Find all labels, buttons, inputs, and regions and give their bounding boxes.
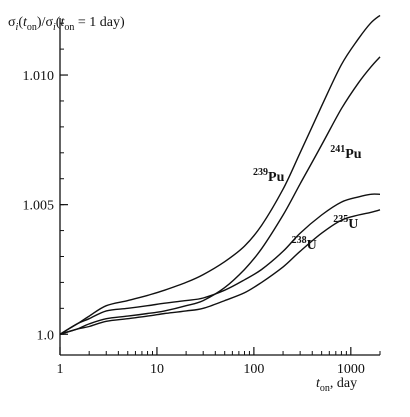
series-label-235u: 235U bbox=[333, 214, 358, 232]
series-line-238u bbox=[59, 209, 381, 335]
y-tick-label: 1.0 bbox=[37, 328, 55, 343]
y-tick-label: 1.005 bbox=[23, 199, 55, 214]
y-label-eq: = 1 day) bbox=[74, 15, 125, 30]
y-label-on2: on bbox=[64, 22, 74, 33]
series-label-sup: 238 bbox=[292, 235, 307, 246]
y-label-on1: on bbox=[27, 22, 37, 33]
x-label-on: on bbox=[320, 383, 330, 394]
y-tick-label: 1.010 bbox=[23, 69, 55, 84]
x-tick-label: 100 bbox=[243, 362, 264, 377]
curves bbox=[59, 14, 381, 335]
x-label-tail: , day bbox=[330, 376, 357, 391]
series-label-base: Pu bbox=[345, 147, 362, 162]
series-line-235u bbox=[59, 193, 381, 335]
series-label-sup: 239 bbox=[253, 167, 268, 178]
series-line-241pu bbox=[59, 56, 381, 335]
x-tick-label: 1 bbox=[57, 362, 64, 377]
series-label-238u: 238U bbox=[292, 235, 317, 253]
series-label-sup: 241 bbox=[330, 144, 345, 155]
y-label-mid: )/ bbox=[37, 15, 46, 30]
y-label-sigma1: σ bbox=[8, 15, 16, 30]
series-label-sup: 235 bbox=[333, 214, 348, 225]
series-label-base: U bbox=[348, 217, 358, 232]
axes: 1 10 100 1000 1.0 1.005 1.010 bbox=[23, 18, 381, 377]
x-axis-label: ton, day bbox=[316, 376, 357, 394]
x-tick-label: 10 bbox=[150, 362, 164, 377]
x-tick-label: 1000 bbox=[337, 362, 365, 377]
y-label-sigma2: σ bbox=[45, 15, 53, 30]
series-label-239pu: 239Pu bbox=[253, 167, 285, 185]
series-label-base: U bbox=[307, 238, 317, 253]
y-label-t2: t bbox=[60, 15, 65, 30]
x-label-t: t bbox=[316, 376, 321, 391]
y-label-i1: i bbox=[16, 22, 19, 33]
series-label-base: Pu bbox=[268, 170, 285, 185]
y-label-i2: i bbox=[53, 22, 56, 33]
series-label-241pu: 241Pu bbox=[330, 144, 362, 162]
y-axis-label: σi(ton)/σi(ton = 1 day) bbox=[8, 15, 125, 33]
y-label-t1: t bbox=[23, 15, 28, 30]
series-line-239pu bbox=[59, 14, 381, 335]
